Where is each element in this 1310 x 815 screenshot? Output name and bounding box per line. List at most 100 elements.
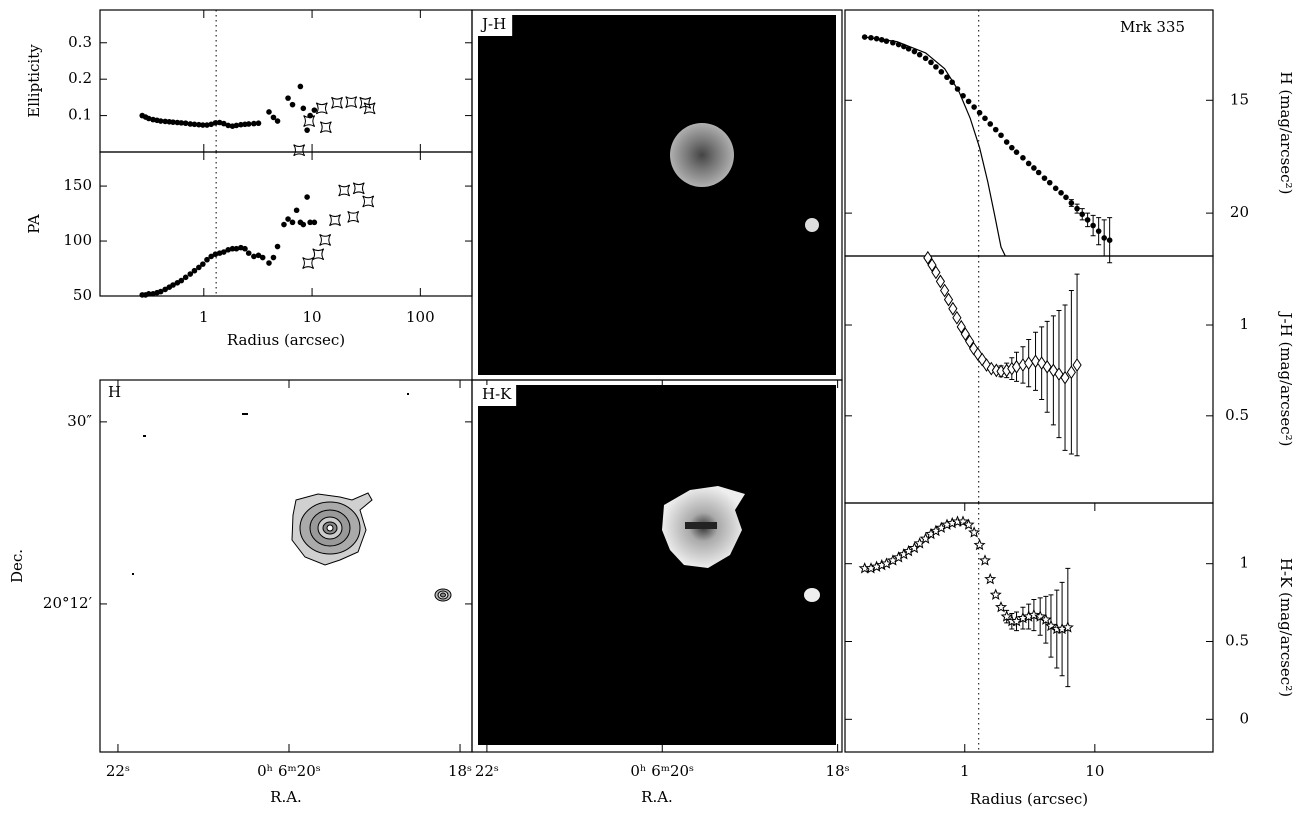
data-point — [1074, 205, 1080, 212]
x-tick-label: 22ˢ — [475, 762, 499, 780]
data-point — [304, 194, 310, 200]
data-point — [1030, 354, 1041, 369]
data-point — [178, 120, 185, 126]
x-axis-label: Radius (arcsec) — [970, 790, 1088, 808]
data-point — [229, 245, 236, 252]
y-tick-label: 15 — [1230, 90, 1249, 108]
x-tick-label: 10 — [1085, 762, 1104, 780]
y-tick-label: 0.2 — [68, 69, 92, 87]
data-point — [266, 260, 272, 266]
data-point — [300, 105, 307, 112]
data-point — [311, 219, 318, 226]
hk-image — [478, 385, 836, 745]
data-point — [978, 554, 991, 566]
data-point — [933, 64, 939, 70]
data-point — [297, 83, 304, 90]
data-point — [274, 118, 281, 124]
data-point — [916, 51, 923, 58]
speck — [132, 573, 134, 575]
title-box — [478, 15, 513, 36]
y-axis-label: PA — [25, 214, 43, 234]
data-point — [1000, 610, 1013, 622]
x-tick-label: 22ˢ — [106, 762, 130, 780]
panel-frame — [471, 379, 843, 753]
y-axis-label: H-K (mag/arcsec²) — [1277, 558, 1295, 697]
data-point — [1095, 228, 1102, 234]
data-point — [274, 243, 281, 250]
data-point — [285, 95, 291, 101]
data-point — [1068, 200, 1075, 206]
data-point — [233, 245, 240, 252]
data-point — [251, 253, 257, 260]
data-point — [204, 256, 210, 263]
y-tick-label: 30″ — [67, 412, 92, 430]
y-tick-label: 150 — [63, 176, 92, 194]
data-point — [255, 120, 262, 127]
data-point — [233, 122, 240, 129]
data-point — [303, 115, 316, 127]
data-point — [998, 132, 1004, 139]
y-tick-label: 50 — [73, 286, 92, 304]
data-point — [289, 101, 296, 108]
data-point — [157, 118, 164, 124]
data-point — [992, 126, 999, 133]
x-tick-label: 10 — [303, 308, 322, 326]
panel-title: H-K — [482, 385, 512, 403]
data-point — [911, 48, 918, 55]
y-tick-label: 0.3 — [68, 33, 92, 51]
model-line — [864, 36, 1006, 257]
x-tick-label: 0ʰ 6ᵐ20ˢ — [630, 762, 694, 780]
x-tick-label: 18ˢ — [826, 762, 850, 780]
data-point — [1060, 370, 1070, 385]
data-point — [178, 277, 185, 284]
data-point — [329, 214, 341, 227]
data-point — [1020, 155, 1026, 161]
data-point — [1061, 621, 1074, 633]
data-point — [307, 219, 313, 226]
data-point — [965, 98, 972, 105]
data-point — [331, 96, 343, 109]
data-point — [255, 252, 262, 259]
data-point — [1039, 613, 1052, 625]
data-point — [212, 120, 219, 126]
data-point — [242, 245, 248, 252]
data-point — [359, 96, 372, 109]
data-point — [960, 327, 970, 341]
image-background — [100, 380, 472, 752]
data-point — [259, 254, 266, 261]
y-tick-label: 20 — [1230, 203, 1249, 221]
data-point — [362, 195, 375, 208]
data-point — [289, 219, 296, 226]
data-point — [861, 34, 868, 40]
data-point — [182, 274, 189, 281]
data-point — [1003, 139, 1010, 145]
data-point — [1046, 179, 1053, 186]
data-point — [971, 104, 977, 110]
contour — [440, 592, 446, 598]
data-point — [987, 121, 994, 127]
data-point — [191, 267, 198, 274]
data-point — [948, 301, 958, 316]
data-point — [162, 286, 168, 293]
data-point — [170, 119, 176, 125]
data-point — [191, 121, 198, 128]
y-axis-label: J-H (mag/arcsec²) — [1277, 311, 1295, 447]
data-point — [1027, 608, 1041, 621]
dust-lane — [685, 522, 717, 529]
star — [805, 218, 819, 232]
data-point — [304, 127, 310, 133]
data-point — [312, 248, 325, 261]
data-point — [196, 264, 202, 271]
data-point — [145, 291, 152, 297]
data-point — [1079, 211, 1086, 218]
star — [804, 588, 820, 602]
data-point — [302, 257, 315, 269]
data-point — [238, 121, 244, 128]
data-point — [200, 261, 206, 267]
data-point — [1058, 190, 1064, 196]
data-point — [319, 234, 332, 246]
data-point — [968, 526, 981, 538]
y-tick-label: 0.5 — [1225, 406, 1249, 424]
x-tick-label: 18ˢ — [448, 762, 472, 780]
